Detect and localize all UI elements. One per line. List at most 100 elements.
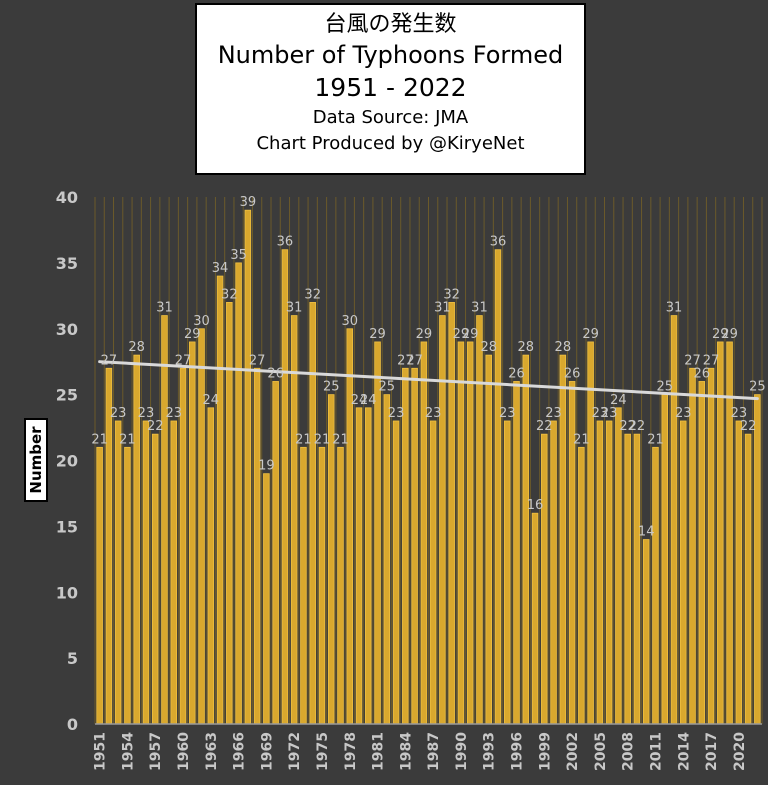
bar	[476, 315, 483, 725]
data-label: 31	[666, 301, 683, 316]
x-tick-label: 2020	[732, 732, 748, 771]
bar	[402, 367, 409, 725]
bar	[244, 209, 252, 725]
data-label: 22	[629, 419, 646, 434]
data-label: 21	[91, 432, 108, 447]
bar	[596, 420, 604, 725]
y-tick-label: 20	[56, 452, 78, 471]
data-label: 26	[564, 366, 581, 381]
bar	[318, 446, 326, 725]
bar	[355, 407, 363, 725]
data-label: 21	[295, 432, 312, 447]
bar	[272, 381, 279, 725]
bar	[281, 249, 289, 725]
bar	[587, 341, 594, 725]
bar	[689, 367, 696, 725]
bar	[439, 315, 446, 725]
data-label: 27	[406, 353, 423, 368]
data-label: 31	[286, 301, 303, 316]
bar	[365, 407, 372, 725]
x-tick-label: 1999	[537, 732, 553, 771]
trend-line	[98, 360, 759, 401]
title-years: 1951 - 2022	[314, 73, 467, 102]
x-tick-label: 1960	[176, 732, 192, 771]
data-label: 23	[388, 406, 405, 421]
data-label: 23	[545, 406, 562, 421]
data-label: 29	[721, 327, 738, 342]
x-tick-label: 1972	[287, 732, 303, 771]
data-label: 25	[323, 380, 340, 395]
bar	[161, 315, 168, 725]
bar	[105, 367, 113, 725]
data-label: 27	[397, 353, 414, 368]
y-tick-label: 0	[67, 715, 78, 734]
bar	[735, 420, 743, 725]
data-label: 30	[193, 314, 210, 329]
bar	[170, 420, 178, 725]
bar	[522, 354, 530, 725]
data-label: 26	[508, 366, 525, 381]
data-label: 26	[267, 366, 284, 381]
y-tick-label: 30	[56, 320, 78, 339]
bar	[383, 394, 391, 725]
data-label: 27	[249, 353, 266, 368]
bar	[670, 315, 678, 725]
y-tick-label: 15	[56, 517, 78, 536]
data-label: 22	[740, 419, 757, 434]
data-label: 24	[360, 393, 377, 408]
data-label: 22	[147, 419, 164, 434]
bar	[541, 433, 548, 725]
bar	[531, 512, 539, 725]
x-tick-label: 2005	[593, 732, 609, 771]
data-label: 19	[258, 459, 275, 474]
bar	[114, 420, 122, 725]
bar	[605, 420, 613, 725]
x-tick-label: 1990	[454, 732, 470, 771]
data-label: 32	[304, 287, 321, 302]
bar	[744, 433, 752, 725]
y-axis-label-box: Number	[24, 418, 48, 502]
data-label: 25	[379, 380, 396, 395]
data-label: 23	[425, 406, 442, 421]
data-label: 16	[527, 498, 544, 513]
data-label: 21	[332, 432, 349, 447]
bar	[494, 249, 502, 725]
bar	[513, 381, 520, 725]
data-label: 29	[453, 327, 470, 342]
data-label: 29	[582, 327, 599, 342]
data-label: 23	[592, 406, 609, 421]
bar	[726, 341, 733, 725]
chart-title-box: 台風の発生数 Number of Typhoons Formed 1951 - …	[195, 3, 586, 175]
x-tick-label: 2014	[676, 732, 692, 771]
data-label: 27	[101, 353, 118, 368]
bar	[652, 446, 659, 725]
bar	[411, 367, 418, 725]
data-label: 21	[647, 432, 664, 447]
bar	[754, 394, 761, 725]
bar	[253, 367, 261, 725]
data-label: 26	[694, 366, 711, 381]
data-label: 14	[638, 525, 655, 540]
x-tick-label: 2008	[621, 732, 637, 771]
data-label: 34	[212, 261, 229, 276]
bar	[420, 341, 428, 725]
bar	[290, 315, 298, 725]
data-label: 32	[443, 287, 460, 302]
x-tick-label: 1984	[398, 732, 414, 771]
x-tick-label: 2002	[565, 732, 581, 771]
data-label: 23	[165, 406, 182, 421]
x-tick-label: 1963	[204, 732, 220, 771]
data-label: 31	[156, 301, 173, 316]
y-tick-label: 10	[56, 583, 78, 602]
x-tick-label: 2011	[648, 732, 664, 771]
x-tick-label: 1975	[315, 732, 331, 771]
bar	[96, 446, 103, 725]
data-label: 24	[610, 393, 627, 408]
y-tick-label: 25	[56, 386, 78, 405]
bar	[578, 446, 585, 725]
bar	[707, 367, 715, 725]
x-tick-label: 1996	[510, 732, 526, 771]
data-label: 31	[434, 301, 451, 316]
y-tick-label: 5	[67, 649, 78, 668]
data-label: 28	[555, 340, 572, 355]
